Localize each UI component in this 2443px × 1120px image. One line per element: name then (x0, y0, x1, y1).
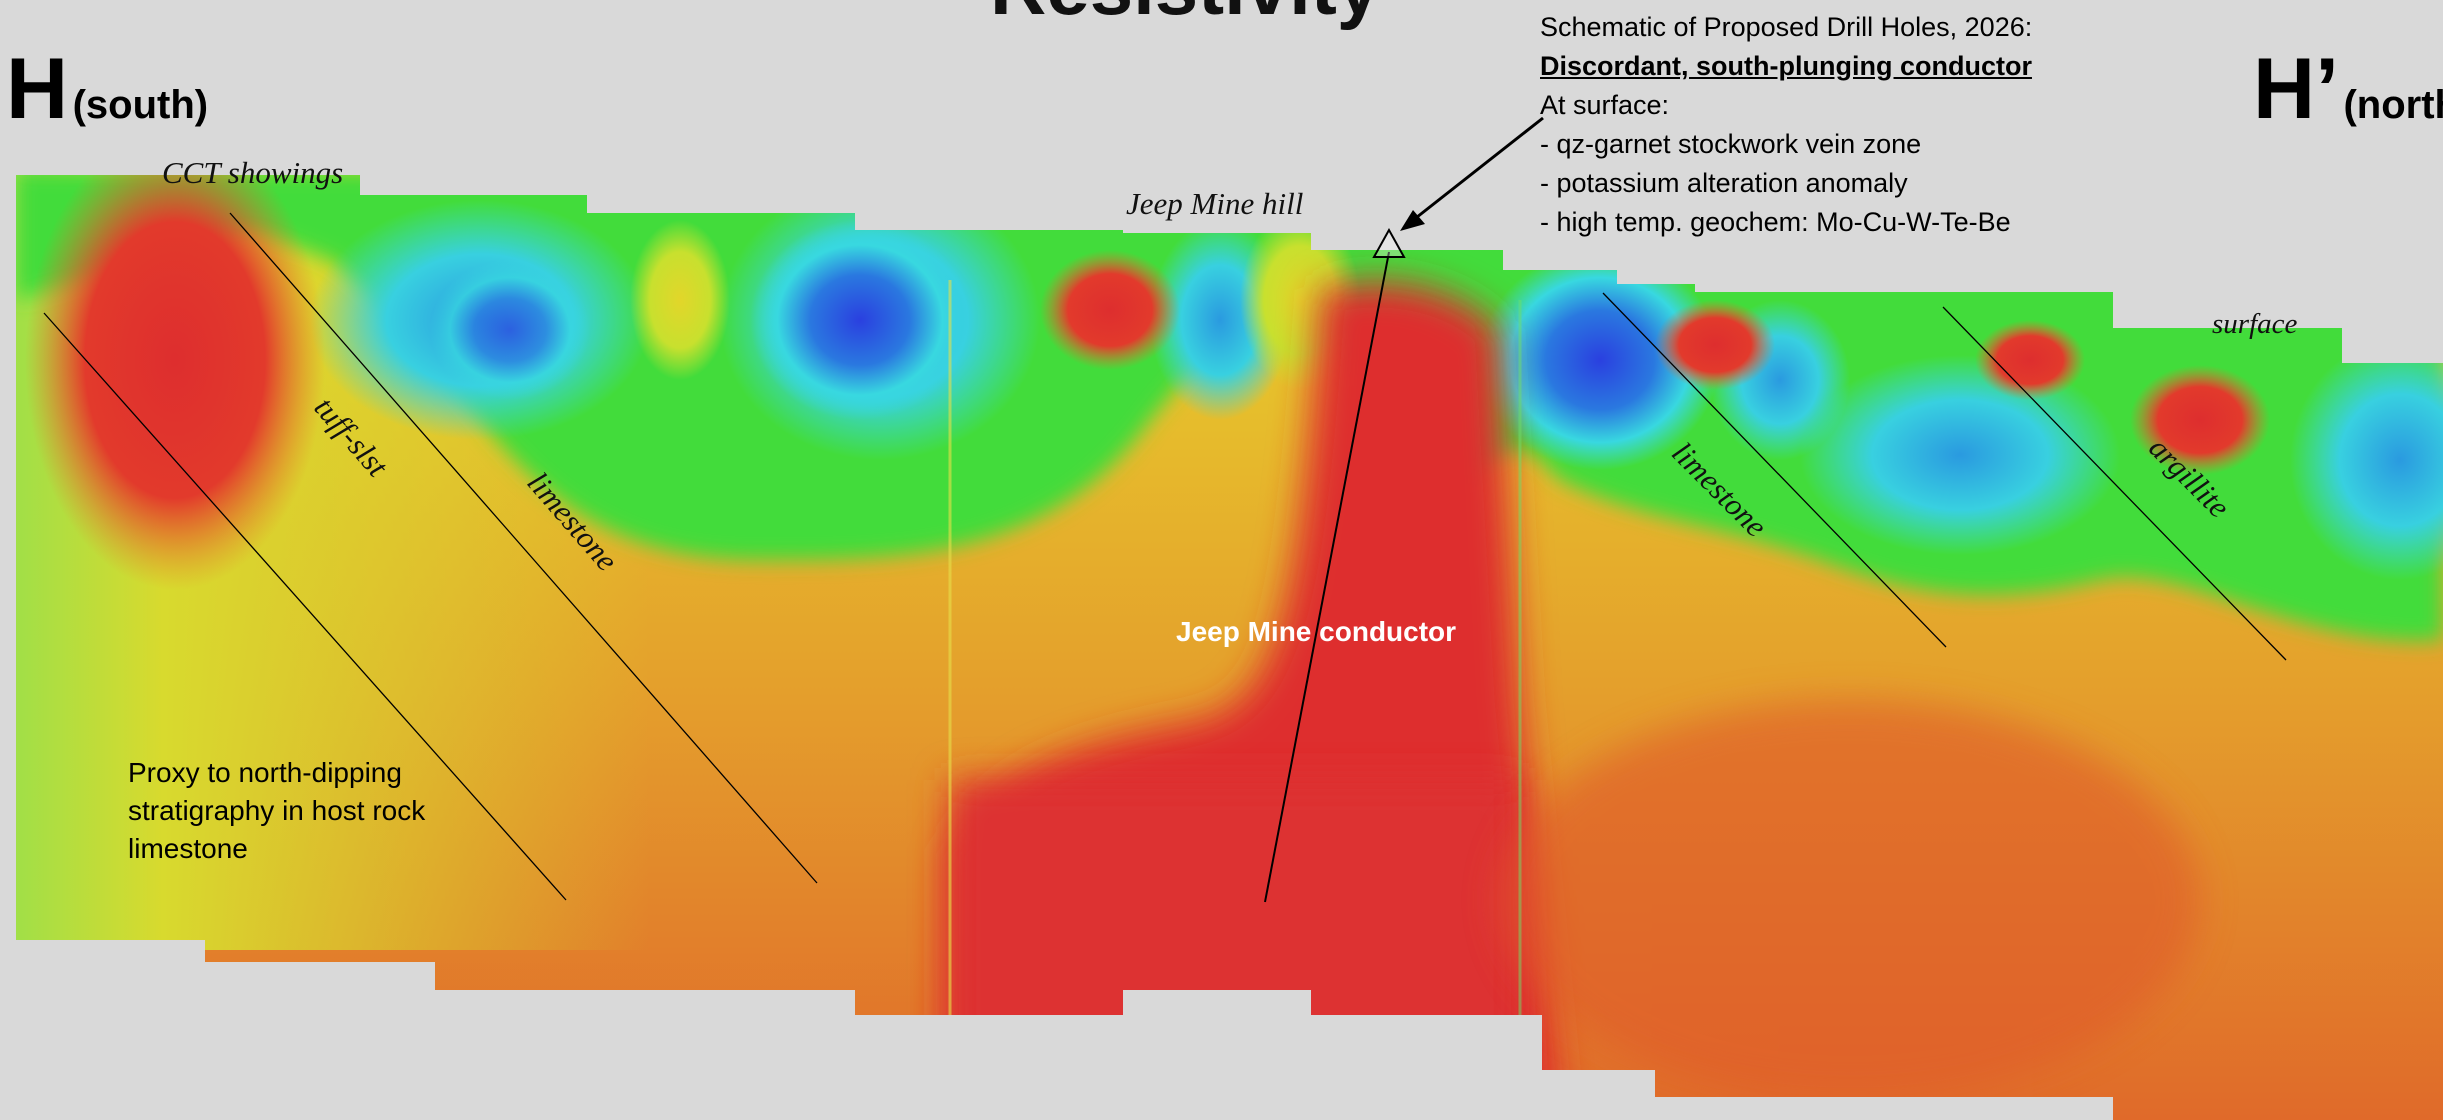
proxy-note-line: stratigraphy in host rock (128, 795, 426, 826)
annotation-bullet: - qz-garnet stockwork vein zone (1540, 129, 1922, 159)
section-start-direction: (south) (72, 83, 209, 127)
drill-collar-icon (1372, 227, 1406, 258)
jeep-mine-conductor-label: Jeep Mine conductor (1176, 616, 1457, 647)
annotation-bullet: - high temp. geochem: Mo-Cu-W-Te-Be (1540, 207, 2011, 237)
annotation-line-1: Schematic of Proposed Drill Holes, 2026: (1540, 12, 2033, 42)
section-north-end: H’ (north) (2253, 46, 2443, 132)
section-start-letter: H (6, 41, 69, 137)
annotation-heading: Discordant, south-plunging conductor (1540, 51, 2032, 81)
figure-title: Resistivity (990, 0, 1380, 33)
section-south-end: H (south) (6, 46, 208, 132)
surface-label: surface (2212, 308, 2298, 340)
callout-arrow (1411, 116, 1544, 223)
proxy-note-line: limestone (128, 833, 248, 864)
jeep-mine-hill-label: Jeep Mine hill (1126, 186, 1304, 221)
dip-line-1 (43, 312, 567, 901)
resistivity-color-field (16, 175, 2443, 1120)
section-end-letter: H’ (2253, 41, 2339, 137)
drill-hole-trace (1264, 251, 1390, 903)
dip-line-3 (1602, 292, 1947, 648)
cct-showings-label: CCT showings (162, 155, 344, 190)
dip-line-4 (1942, 306, 2287, 661)
proxy-stratigraphy-note: Proxy to north-dipping stratigraphy in h… (128, 754, 425, 868)
annotation-bullet: - potassium alteration anomaly (1540, 168, 1908, 198)
callout-arrowhead-icon (1400, 210, 1425, 231)
annotation-line-3: At surface: (1540, 90, 1670, 120)
drill-hole-annotation: Schematic of Proposed Drill Holes, 2026:… (1540, 8, 2032, 242)
section-end-direction: (north) (2343, 83, 2443, 127)
proxy-note-line: Proxy to north-dipping (128, 757, 402, 788)
dip-line-2 (229, 212, 818, 884)
